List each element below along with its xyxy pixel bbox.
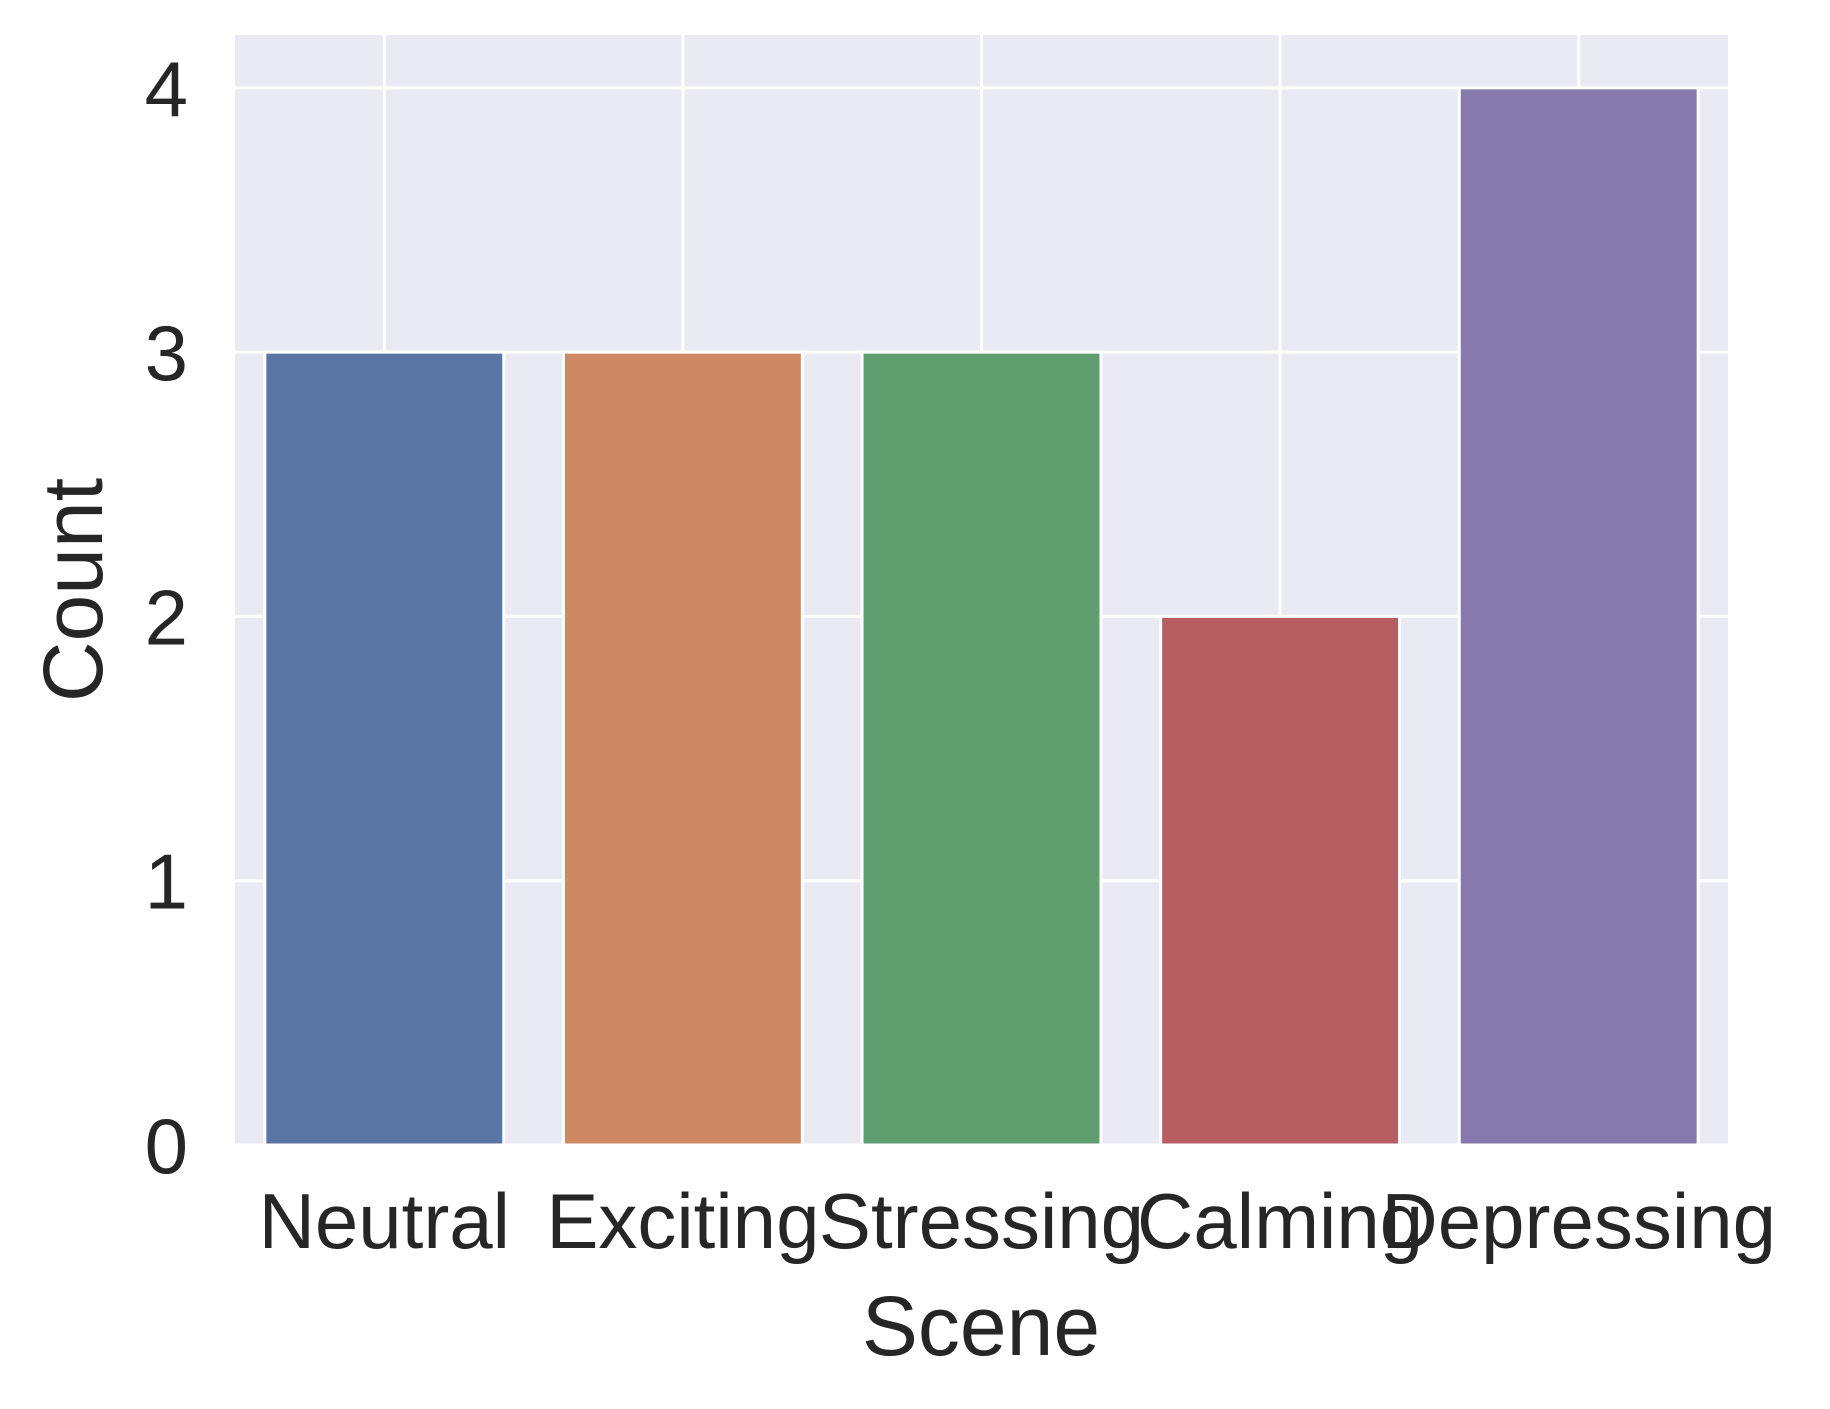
x-tick-labels: Neutral Exciting StressingCalmingDepressin… xyxy=(259,1177,1776,1265)
y-tick-label: 3 xyxy=(145,309,188,397)
x-tick-label-stressing: Stressing xyxy=(819,1177,1144,1265)
bars xyxy=(263,86,1700,1147)
bar-neutral xyxy=(263,350,506,1147)
y-tick-labels: 0 1 2 3 4 xyxy=(145,45,188,1190)
y-tick-label: 1 xyxy=(145,838,188,926)
x-tick-label-neutral: Neutral xyxy=(259,1177,510,1265)
bar-depressing xyxy=(1457,86,1700,1147)
x-tick-label-exciting: Exciting xyxy=(546,1177,819,1265)
y-axis-title: Count xyxy=(26,478,120,702)
y-tick-label: 2 xyxy=(145,573,188,661)
x-tick-label-depressing: Depressing xyxy=(1381,1177,1776,1265)
bar-exciting xyxy=(561,350,804,1147)
y-tick-label: 4 xyxy=(145,45,188,133)
x-axis-title: Scene xyxy=(862,1279,1100,1373)
x-tick-label-calming: Calming xyxy=(1137,1177,1423,1265)
bar-calming xyxy=(1159,614,1402,1147)
y-tick-label: 0 xyxy=(145,1102,188,1190)
bar-stressing xyxy=(860,350,1103,1147)
